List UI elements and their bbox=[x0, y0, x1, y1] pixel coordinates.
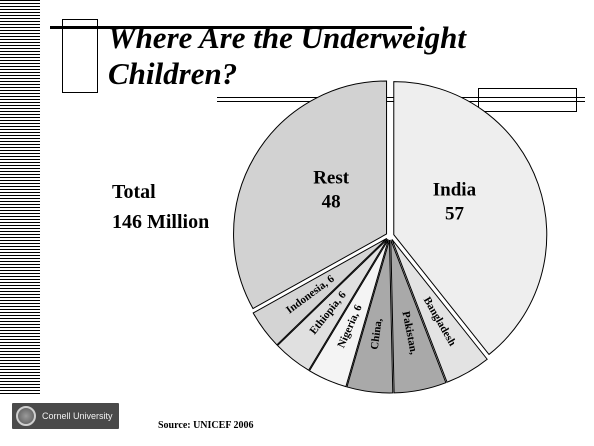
total-label: Total 146 Million bbox=[112, 181, 210, 233]
pie-slice-india bbox=[393, 81, 548, 356]
pie-label-rest: Rest 48 bbox=[313, 167, 350, 212]
seal-icon bbox=[16, 406, 36, 426]
decorative-box-left bbox=[62, 19, 98, 93]
pie-slice-ethiopia bbox=[276, 238, 388, 371]
cornell-logo: Cornell University bbox=[12, 403, 119, 429]
pie-label-india: India 57 bbox=[433, 180, 477, 225]
logo-text: Cornell University bbox=[42, 411, 113, 421]
pie-slice-indonesia bbox=[252, 237, 388, 346]
pie-slice-nigeria bbox=[308, 239, 389, 388]
pie-slice-china bbox=[346, 239, 394, 394]
decorative-stripes bbox=[0, 0, 40, 395]
pie-label-china: China, bbox=[369, 317, 385, 350]
slide-title: Where Are the Underweight Children? bbox=[108, 20, 466, 91]
decorative-line-top bbox=[50, 26, 412, 28]
decorative-line-top-2 bbox=[50, 28, 412, 29]
pie-slice-bangladesh bbox=[391, 239, 488, 383]
decorative-box-right bbox=[478, 88, 577, 112]
source-note: Source: UNICEF 2006 bbox=[158, 420, 254, 431]
pie-slice-rest bbox=[233, 80, 388, 310]
pie-slice-pakistan bbox=[390, 239, 447, 394]
